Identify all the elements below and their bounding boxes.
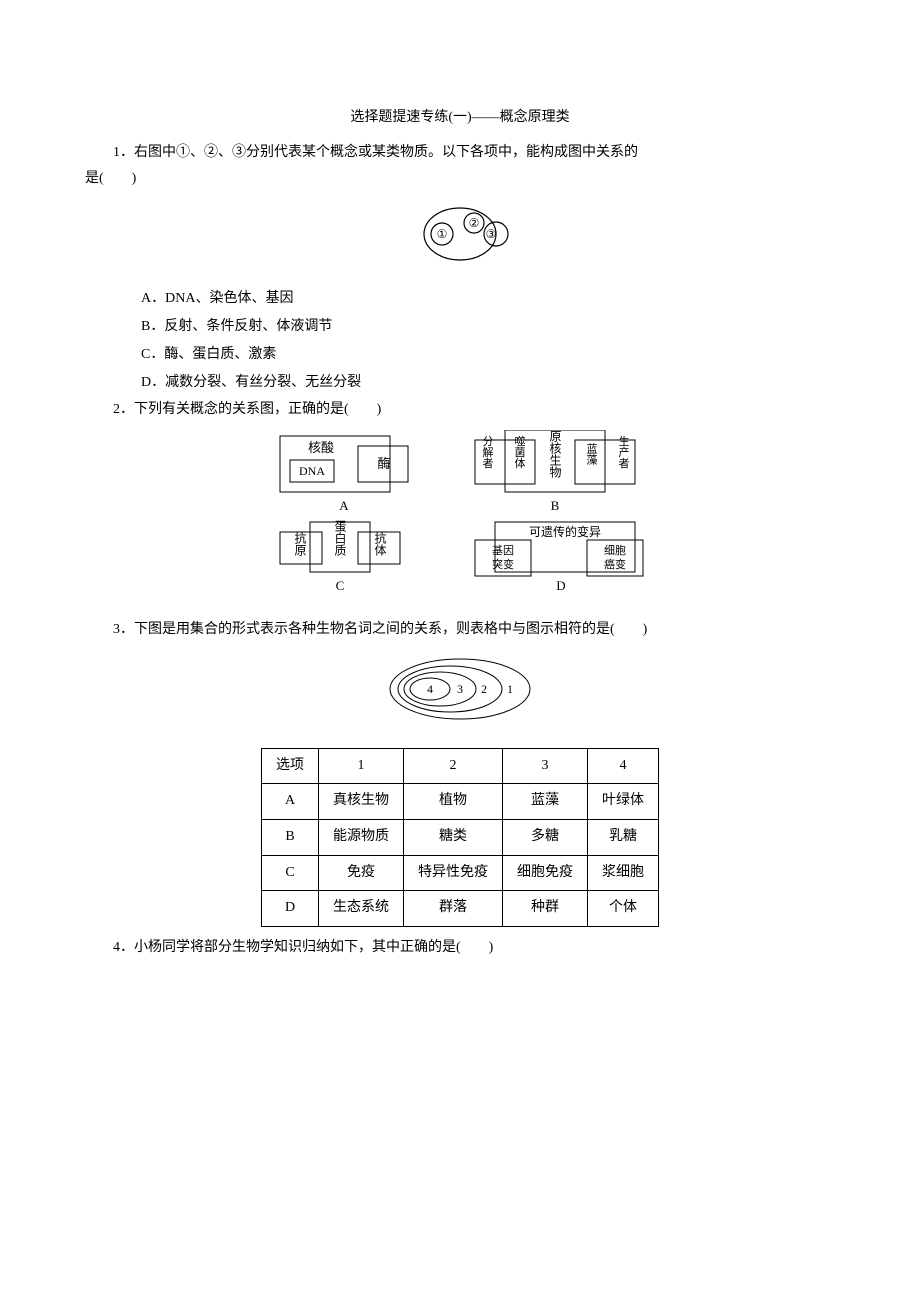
q3-l2: 2 — [481, 682, 487, 696]
q1-option-b: B．反射、条件反射、体液调节 — [141, 313, 835, 341]
q2d-label: D — [556, 578, 565, 593]
q3-stem: 3．下图是用集合的形式表示各种生物名词之间的关系，则表格中与图示相符的是( ) — [85, 617, 835, 644]
q2a-label: A — [339, 498, 349, 513]
q2b-l1: 分解者 — [481, 435, 494, 469]
cell: 细胞免疫 — [503, 855, 588, 891]
cell: 糖类 — [404, 819, 503, 855]
th-0: 选项 — [262, 748, 319, 784]
q2b-center: 原核生物 — [548, 430, 562, 478]
q3-l3: 3 — [457, 682, 463, 696]
cell: 蓝藻 — [503, 784, 588, 820]
q1-option-d: D．减数分裂、有丝分裂、无丝分裂 — [141, 369, 835, 397]
cell: 多糖 — [503, 819, 588, 855]
q2-stem: 2．下列有关概念的关系图，正确的是( ) — [85, 397, 835, 424]
q1-options: A．DNA、染色体、基因 B．反射、条件反射、体液调节 C．酶、蛋白质、激素 D… — [85, 285, 835, 397]
cell: A — [262, 784, 319, 820]
cell: 种群 — [503, 891, 588, 927]
q2a-left: DNA — [299, 464, 325, 478]
q1-label-2: ② — [469, 216, 480, 230]
cell: C — [262, 855, 319, 891]
table-row: A 真核生物 植物 蓝藻 叶绿体 — [262, 784, 659, 820]
q2d-outer: 可遗传的变异 — [529, 524, 601, 539]
q1-diagram: ① ② ③ — [400, 199, 520, 269]
table-row: D 生态系统 群落 种群 个体 — [262, 891, 659, 927]
q2c-mid: 蛋白质 — [333, 520, 347, 556]
q1-option-a: A．DNA、染色体、基因 — [141, 285, 835, 313]
cell: 生态系统 — [319, 891, 404, 927]
q2c-label: C — [336, 578, 345, 593]
cell: D — [262, 891, 319, 927]
q2d-right-l2: 癌变 — [604, 557, 626, 571]
q3-diagram: 4 3 2 1 — [370, 649, 550, 729]
cell: 浆细胞 — [588, 855, 659, 891]
q3-figure: 4 3 2 1 — [85, 649, 835, 740]
th-2: 2 — [404, 748, 503, 784]
q3-l1: 1 — [507, 682, 513, 696]
q2d-left-l2: 突变 — [492, 557, 514, 571]
q1-option-c: C．酶、蛋白质、激素 — [141, 341, 835, 369]
q2b-l2: 噬菌体 — [513, 434, 526, 468]
cell: 叶绿体 — [588, 784, 659, 820]
q2-diagram: 核酸 DNA 酶 A 原核生物 分解者 噬菌体 蓝藻 生产者 B — [250, 430, 670, 600]
cell: 特异性免疫 — [404, 855, 503, 891]
q2a-outer: 核酸 — [308, 440, 334, 455]
q2d-right-l1: 细胞 — [604, 544, 626, 557]
q1-label-1: ① — [437, 227, 448, 241]
cell: 植物 — [404, 784, 503, 820]
table-row: B 能源物质 糖类 多糖 乳糖 — [262, 819, 659, 855]
q2c-right: 抗体 — [373, 531, 387, 557]
th-4: 4 — [588, 748, 659, 784]
table-header-row: 选项 1 2 3 4 — [262, 748, 659, 784]
q1-figure: ① ② ③ — [85, 199, 835, 280]
th-1: 1 — [319, 748, 404, 784]
cell: 真核生物 — [319, 784, 404, 820]
q2b-label: B — [551, 498, 560, 513]
cell: 个体 — [588, 891, 659, 927]
cell: 能源物质 — [319, 819, 404, 855]
q2b-r1: 蓝藻 — [585, 443, 598, 466]
page: 选择题提速专练(一)——概念原理类 1．右图中①、②、③分别代表某个概念或某类物… — [0, 0, 920, 1302]
q1-label-3: ③ — [486, 227, 497, 241]
cell: 群落 — [404, 891, 503, 927]
q2-figure: 核酸 DNA 酶 A 原核生物 分解者 噬菌体 蓝藻 生产者 B — [85, 430, 835, 611]
cell: 乳糖 — [588, 819, 659, 855]
q2b-r2: 生产者 — [617, 434, 630, 469]
q2d-left-l1: 基因 — [492, 544, 514, 557]
th-3: 3 — [503, 748, 588, 784]
page-title: 选择题提速专练(一)——概念原理类 — [85, 105, 835, 132]
q3-table: 选项 1 2 3 4 A 真核生物 植物 蓝藻 叶绿体 B 能源物质 糖类 多糖… — [261, 748, 659, 927]
q2a-right: 酶 — [377, 456, 390, 471]
q4-stem: 4．小杨同学将部分生物学知识归纳如下，其中正确的是( ) — [85, 935, 835, 962]
q1-stem-line2: 是( ) — [85, 166, 835, 193]
table-row: C 免疫 特异性免疫 细胞免疫 浆细胞 — [262, 855, 659, 891]
q2c-left: 抗原 — [293, 531, 307, 556]
cell: 免疫 — [319, 855, 404, 891]
q3-l4: 4 — [427, 682, 433, 696]
q1-stem-line1: 1．右图中①、②、③分别代表某个概念或某类物质。以下各项中，能构成图中关系的 — [85, 140, 835, 167]
cell: B — [262, 819, 319, 855]
